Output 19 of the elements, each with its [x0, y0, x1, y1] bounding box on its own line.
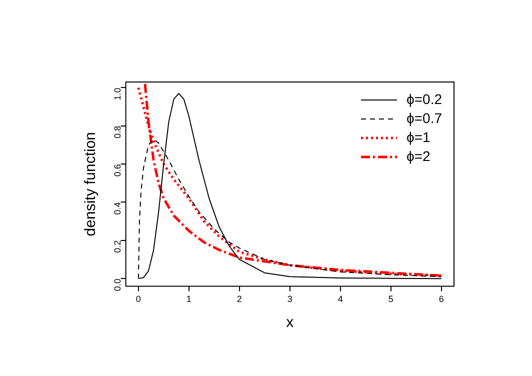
y-tick-label: 0.6	[112, 164, 122, 177]
x-tick-label: 3	[287, 294, 292, 304]
x-tick-label: 4	[338, 294, 343, 304]
x-axis-title: x	[286, 314, 294, 332]
y-tick-label: 0.8	[112, 126, 122, 138]
x-tick-label: 1	[186, 294, 192, 304]
legend-label: ϕ=2	[406, 147, 430, 166]
x-tick-label: 5	[388, 294, 394, 304]
y-tick-label: 0.0	[112, 278, 122, 292]
y-axis-title: density function	[82, 132, 100, 236]
y-tick-label: 0.4	[112, 202, 122, 215]
legend-label: ϕ=0.7	[406, 109, 442, 128]
x-tick-label: 0	[136, 294, 141, 304]
x-tick-label: 6	[438, 294, 444, 304]
y-tick-label: 0.2	[112, 240, 122, 253]
legend-label: ϕ=1	[406, 128, 430, 147]
legend-label: ϕ=0.2	[406, 90, 442, 109]
x-tick-label: 2	[236, 294, 242, 304]
y-tick-label: 1.0	[112, 88, 122, 100]
